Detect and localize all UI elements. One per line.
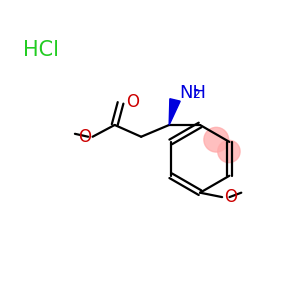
Text: 2: 2 [192, 88, 200, 101]
Text: HCl: HCl [23, 40, 59, 60]
Text: O: O [78, 128, 91, 146]
Text: O: O [126, 93, 139, 111]
Text: O: O [224, 188, 237, 206]
Text: NH: NH [179, 84, 206, 102]
Circle shape [218, 140, 240, 163]
Polygon shape [169, 99, 180, 125]
Circle shape [204, 127, 229, 152]
